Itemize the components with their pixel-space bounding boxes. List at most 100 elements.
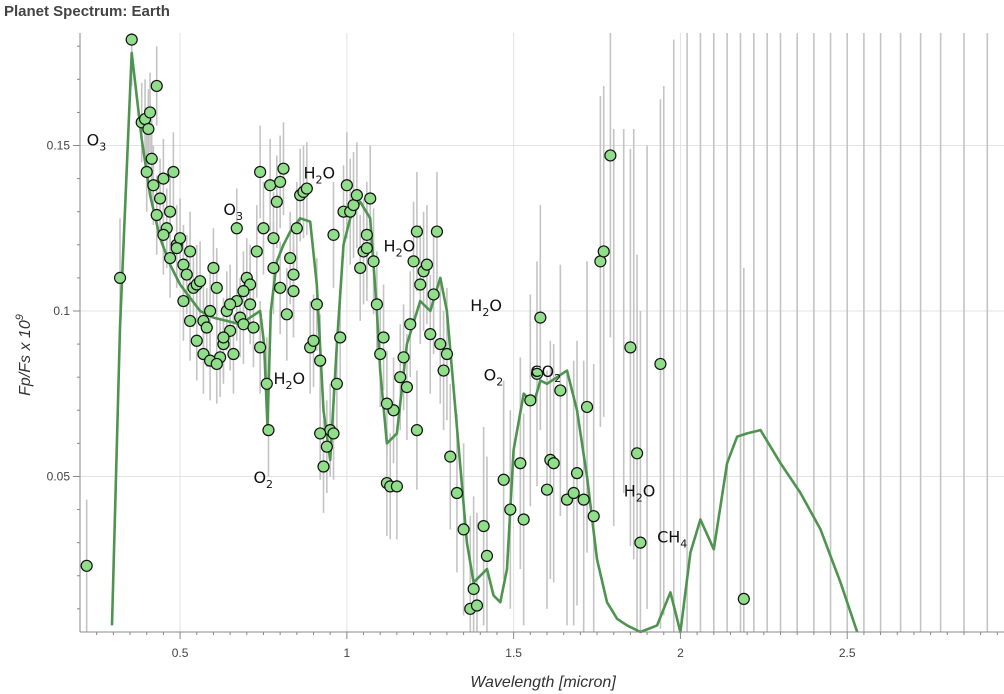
data-point — [397, 351, 410, 364]
x-axis-label: Wavelength [micron] — [470, 674, 616, 691]
molecule-label: O2 — [253, 468, 273, 491]
data-point — [150, 208, 163, 222]
molecule-label: O3 — [87, 131, 107, 154]
data-point — [262, 424, 275, 437]
data-point — [217, 331, 230, 344]
molecule-label: H2O — [303, 164, 335, 187]
data-point — [540, 483, 554, 496]
data-point — [183, 314, 197, 328]
x-tick-label: 0.5 — [172, 646, 189, 660]
data-point — [287, 285, 300, 298]
data-point — [280, 308, 293, 321]
grid-layer — [80, 33, 1004, 632]
data-point — [80, 559, 93, 572]
data-point — [150, 79, 163, 93]
data-point — [547, 457, 560, 470]
data-point — [193, 275, 207, 288]
molecule-label: O3 — [223, 200, 243, 223]
data-point — [163, 205, 177, 218]
data-point — [597, 245, 610, 258]
y-axis-label-group: Fp/Fs x 109 — [14, 314, 34, 396]
data-point — [210, 281, 223, 294]
data-point — [380, 397, 393, 410]
data-point — [237, 318, 250, 331]
data-point — [634, 536, 647, 549]
data-point — [200, 321, 213, 334]
data-point — [284, 251, 297, 265]
data-point — [437, 364, 450, 377]
data-point — [264, 179, 277, 192]
data-point — [167, 165, 180, 179]
data-point — [467, 582, 480, 596]
data-point — [480, 549, 494, 562]
data-point — [147, 179, 160, 192]
y-tick-label: 0.15 — [47, 139, 71, 153]
data-point — [524, 394, 537, 407]
data-point — [504, 503, 517, 516]
data-point — [414, 278, 427, 291]
data-point — [400, 381, 414, 394]
data-point — [177, 294, 190, 308]
data-point — [143, 106, 157, 119]
data-point — [224, 298, 237, 311]
data-point — [577, 493, 590, 506]
data-point — [203, 304, 217, 318]
data-point — [125, 33, 138, 46]
data-point — [247, 321, 260, 334]
data-point — [163, 251, 177, 265]
data-point — [350, 189, 363, 202]
data-point — [497, 473, 510, 486]
data-point — [327, 427, 340, 440]
data-point — [404, 318, 417, 331]
data-point — [254, 165, 267, 179]
data-point — [630, 447, 644, 460]
x-tick-label: 1 — [344, 646, 351, 660]
data-point — [440, 347, 454, 361]
data-point — [604, 149, 617, 162]
data-point — [444, 450, 457, 463]
molecule-label: H2O — [273, 369, 305, 392]
data-point — [377, 331, 390, 344]
data-point — [307, 334, 320, 347]
data-point — [207, 261, 220, 275]
y-tick-label: 0.1 — [53, 304, 70, 318]
data-point — [140, 165, 153, 179]
data-point — [390, 480, 403, 493]
molecule-label: CO2 — [530, 362, 561, 385]
data-point — [737, 592, 750, 606]
data-point — [470, 599, 484, 612]
data-point — [277, 162, 290, 175]
data-point — [317, 460, 330, 473]
data-point — [410, 225, 424, 238]
data-point — [364, 192, 377, 205]
molecule-label: H2O — [384, 236, 416, 259]
data-point — [267, 232, 280, 245]
data-point — [567, 486, 580, 500]
molecule-label: H2O — [470, 296, 502, 319]
data-point — [145, 152, 158, 165]
data-point — [450, 486, 464, 500]
molecule-label: O2 — [484, 365, 504, 388]
data-point — [254, 341, 267, 354]
data-point — [530, 367, 544, 380]
data-point — [624, 341, 637, 354]
data-point — [587, 510, 600, 523]
point-layer — [80, 33, 750, 615]
data-point — [157, 172, 170, 185]
data-point — [534, 311, 547, 324]
data-point — [434, 337, 447, 351]
data-point — [477, 519, 490, 533]
data-point — [654, 357, 667, 371]
data-point — [427, 288, 440, 301]
data-point — [320, 440, 333, 453]
data-point — [354, 261, 367, 275]
data-point — [170, 242, 183, 255]
chart-title: Planet Spectrum: Earth — [4, 3, 170, 20]
data-point — [113, 271, 127, 284]
data-point — [290, 222, 303, 235]
data-point — [580, 400, 594, 414]
data-point — [514, 457, 527, 470]
data-point — [274, 281, 287, 294]
data-point — [153, 192, 167, 205]
